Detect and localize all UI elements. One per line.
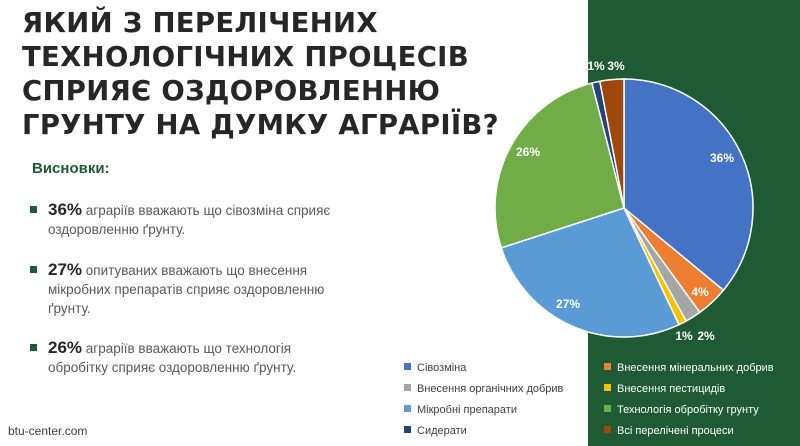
legend-swatch [404, 426, 411, 433]
legend-swatch [604, 426, 611, 433]
pie-data-label: 3% [607, 59, 625, 73]
legend-label: Сидерати [417, 425, 467, 437]
conclusion-item: 26% аграріїв вважають що технологія обро… [30, 338, 340, 377]
pie-slice [500, 207, 680, 338]
legend-label: Всі перелічені процеси [617, 425, 734, 437]
legend-item: Мікробні препарати [404, 403, 517, 417]
legend-label: Внесення пестицидів [617, 383, 726, 395]
square-bullet-icon [30, 266, 37, 273]
legend-swatch [404, 363, 411, 370]
conclusion-text: 27% опитуваних вважають що внесення мікр… [48, 260, 340, 318]
pie-data-label: 4% [691, 285, 709, 299]
page-title: ЯКИЙ З ПЕРЕЛІЧЕНИХ ТЕХНОЛОГІЧНИХ ПРОЦЕСІ… [22, 7, 499, 141]
conclusions-label: Висновки: [32, 160, 110, 177]
legend-item: Сівозміна [404, 361, 466, 375]
pie-slice [494, 82, 625, 249]
legend-item: Всі перелічені процеси [604, 424, 734, 438]
legend-label: Внесення мінеральних добрив [617, 362, 774, 374]
pie-data-label: 1% [587, 59, 605, 73]
pie-data-label: 36% [710, 151, 734, 165]
pie-data-label: 27% [556, 297, 580, 311]
legend-swatch [404, 384, 411, 391]
legend-item: Сидерати [404, 424, 467, 438]
legend-item: Внесення пестицидів [604, 382, 725, 396]
footer-url: btu-center.com [8, 424, 88, 438]
legend-item: Внесення органічних добрив [404, 382, 563, 396]
conclusion-percent: 27% [48, 260, 83, 279]
legend-label: Внесення органічних добрив [417, 383, 564, 395]
legend-swatch [604, 405, 611, 412]
conclusion-item: 36% аграріїв вважають що сівозміна сприя… [30, 200, 340, 239]
legend-swatch [604, 363, 611, 370]
pie-data-label: 26% [516, 145, 540, 159]
conclusion-body: опитуваних вважають що внесення мікробни… [48, 263, 325, 316]
legend-swatch [404, 405, 411, 412]
conclusion-percent: 26% [48, 338, 83, 357]
conclusion-body: аграріїв вважають що технологія обробітк… [48, 341, 297, 375]
conclusion-text: 36% аграріїв вважають що сівозміна сприя… [48, 200, 340, 239]
legend-item: Технологія обробітку грунту [604, 403, 759, 417]
conclusion-text: 26% аграріїв вважають що технологія обро… [48, 338, 340, 377]
legend-label: Сівозміна [417, 362, 467, 374]
pie-slice [598, 78, 625, 209]
square-bullet-icon [30, 206, 37, 213]
pie-data-label: 2% [697, 329, 715, 343]
legend-swatch [604, 384, 611, 391]
legend-label: Технологія обробітку грунту [617, 404, 759, 416]
chart-legend: Сівозміна Внесення мінеральних добрив Внес… [398, 361, 798, 445]
pie-data-label: 1% [675, 329, 693, 343]
legend-item: Внесення мінеральних добрив [604, 361, 774, 375]
conclusion-item: 27% опитуваних вважають що внесення мікр… [30, 260, 340, 318]
square-bullet-icon [30, 344, 37, 351]
conclusion-percent: 36% [48, 200, 83, 219]
conclusion-body: аграріїв вважають що сівозміна сприяє оз… [48, 203, 331, 237]
legend-label: Мікробні препарати [417, 404, 517, 416]
pie-slice [623, 78, 754, 292]
